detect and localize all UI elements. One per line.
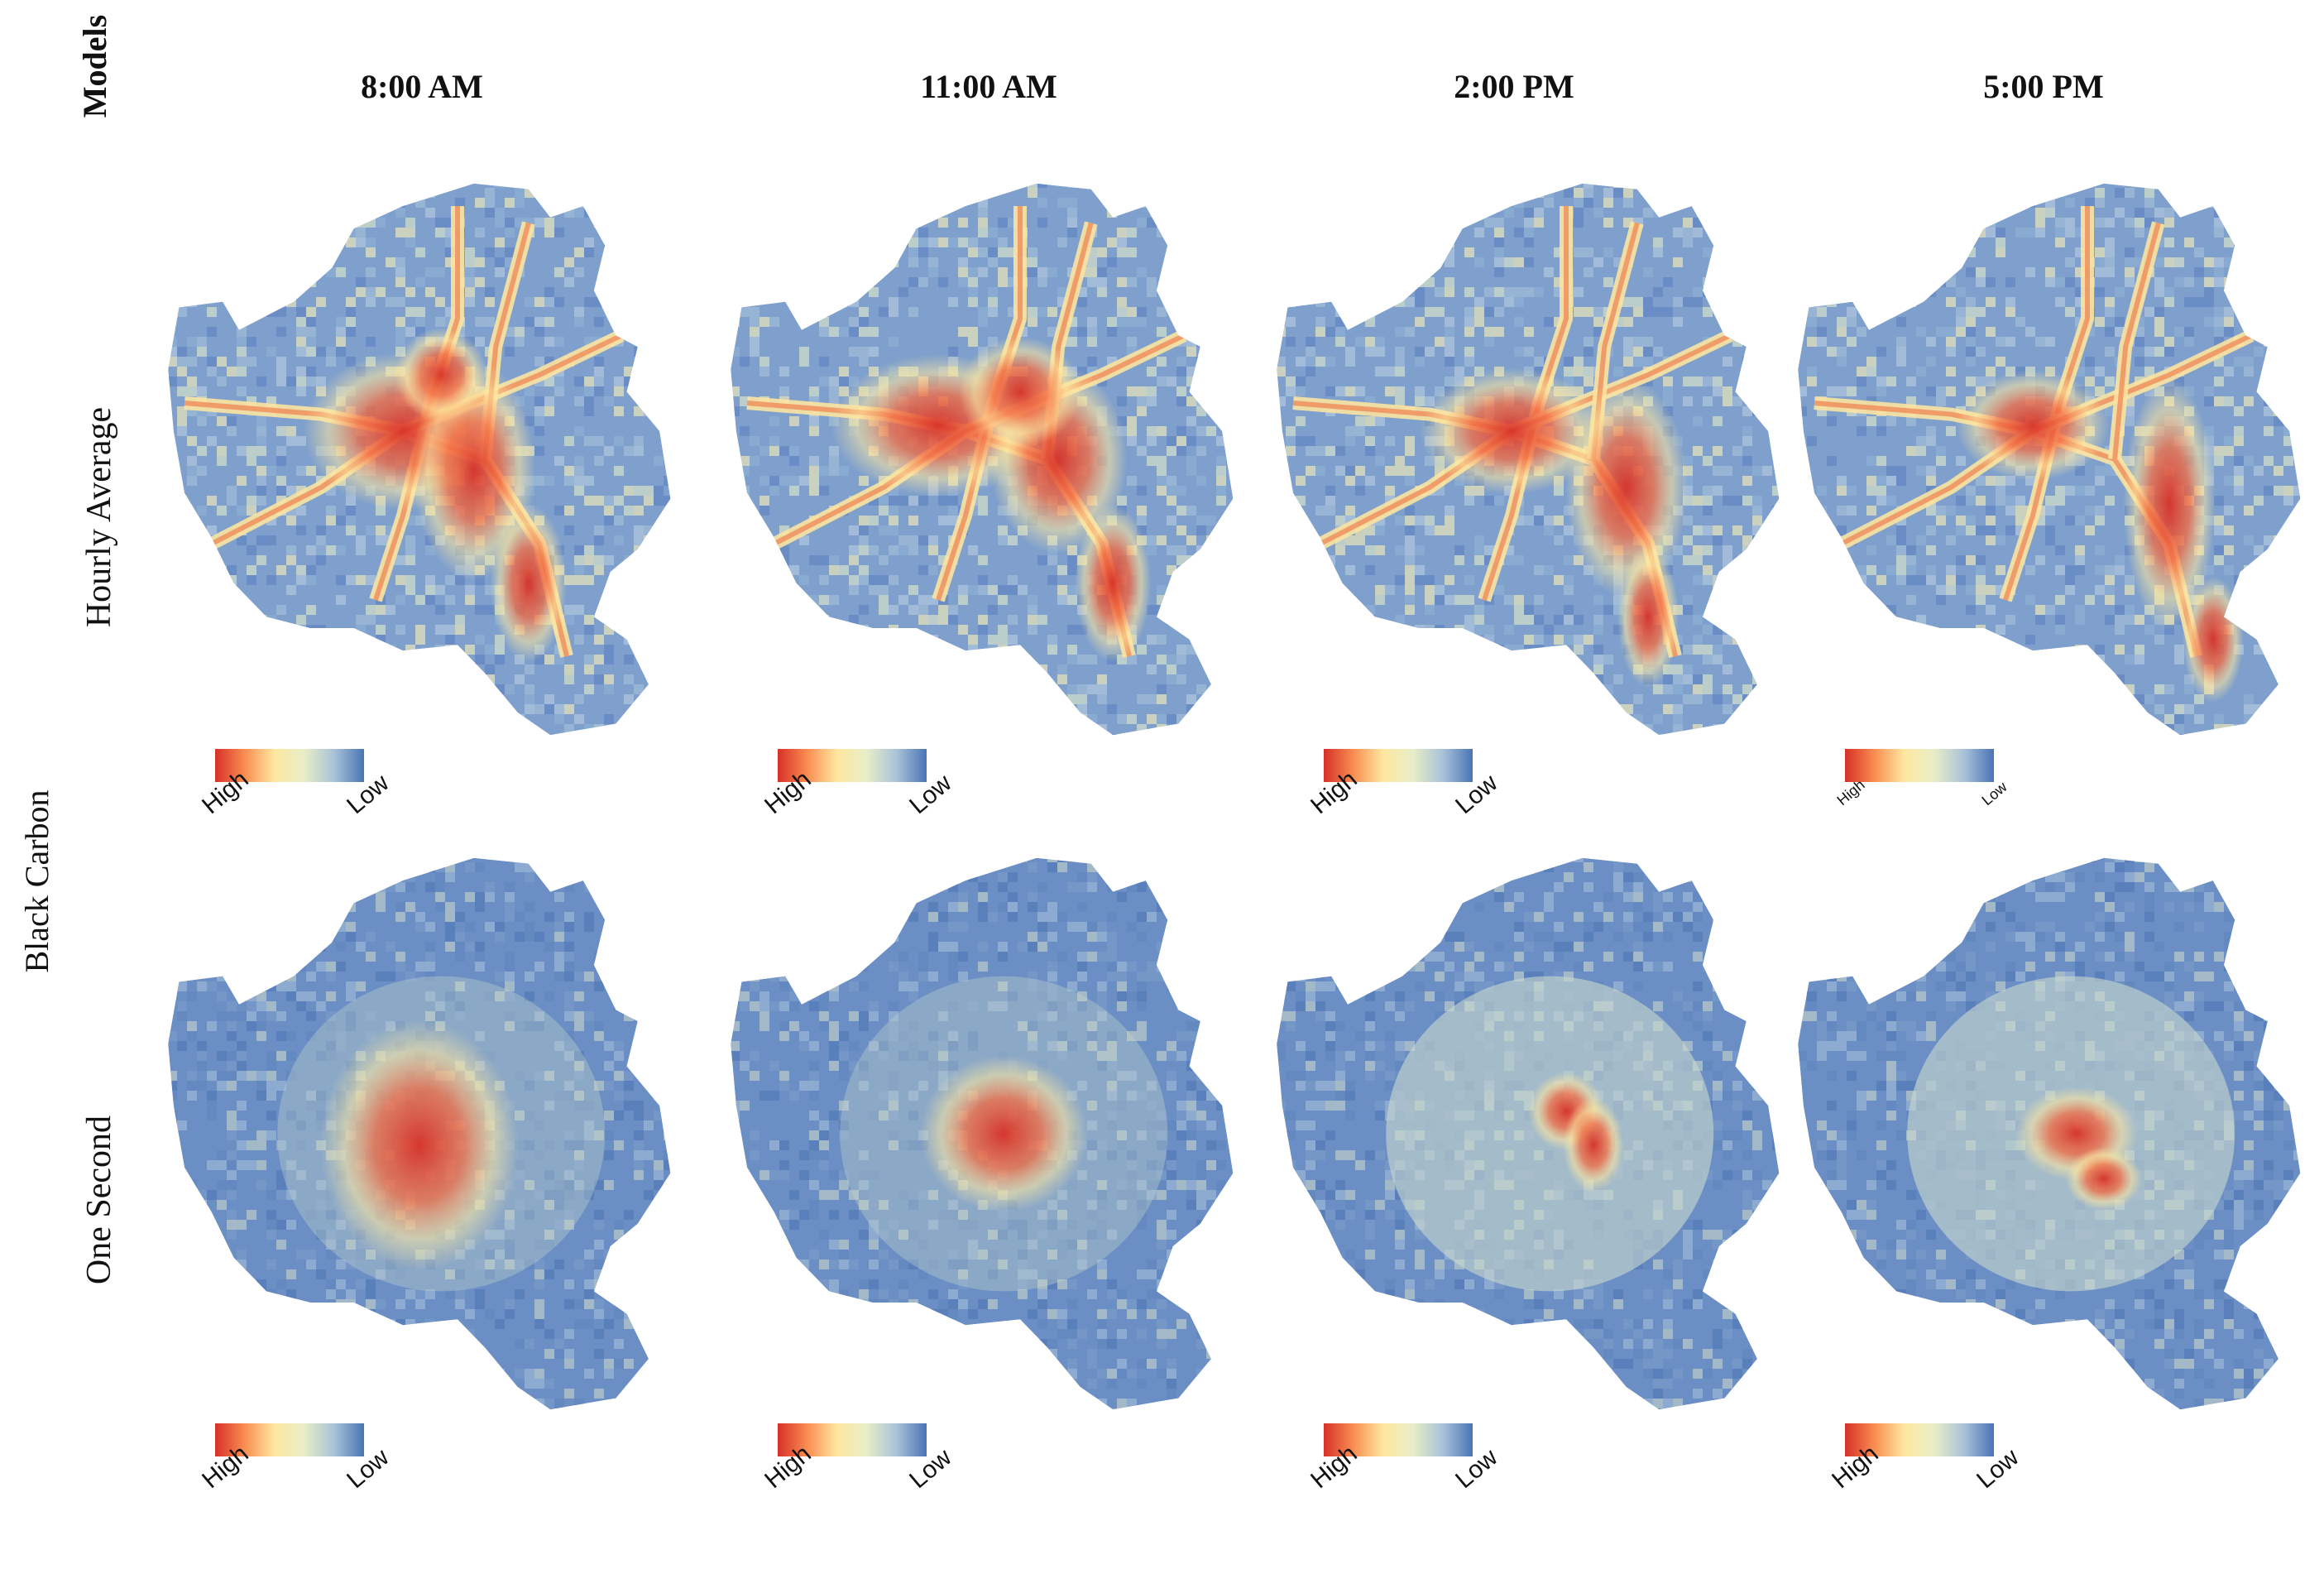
hotspot [490,504,567,662]
hotspot [2123,378,2216,631]
hotspot [2182,576,2244,703]
hotspot [1563,1097,1624,1192]
heatmap-svg [731,857,1234,1410]
hotspot [959,336,1081,448]
column-title-2pm: 2:00 PM [1454,68,1574,105]
heatmap-svg [168,857,671,1410]
heatmap-svg [1798,183,2301,736]
map-panel-one-second-2: High Low [720,852,1266,1523]
hotspot [2065,1147,2142,1211]
legend-gradient-bar [778,749,927,782]
map-panel-one-second-3: High Low [1266,852,1812,1523]
legend-gradient-bar [1845,1423,1994,1456]
hotspot [1565,377,1688,598]
column-title-11am: 11:00 AM [920,68,1057,105]
row-label-hourly-average: Hourly Average [80,406,118,628]
hotspot [1075,504,1152,662]
heatmap-svg [168,183,671,736]
map-panel-hourly-1: High Low [157,178,703,848]
map-panel-hourly-4: High Low [1787,178,2324,848]
heatmap-svg [1277,857,1780,1410]
legend-gradient-bar [1845,749,1994,782]
pollutant-label: Black Carbon [18,789,55,973]
legend-gradient-bar [1324,1423,1473,1456]
heatmap-svg [731,183,1234,736]
road-corridor [2112,222,2161,460]
heatmap-svg [1277,183,1780,736]
map-panel-one-second-1: High Low [157,852,703,1523]
hotspot [1420,367,1603,495]
legend-gradient-bar [215,749,364,782]
map-panel-hourly-3: High Low [1266,178,1812,848]
map-panel-one-second-4: High Low [1787,852,2324,1523]
legend-gradient-bar [215,1423,364,1456]
hotspot [395,327,487,423]
heatmap-svg [1798,857,2301,1410]
column-title-5pm: 5:00 PM [1983,68,2104,105]
hotspot [1956,370,2110,481]
hotspot [919,1054,1088,1213]
map-panel-hourly-2: High Low [720,178,1266,848]
legend-gradient-bar [778,1423,927,1456]
hotspot [319,1019,519,1271]
hotspot [1617,545,1679,689]
legend-gradient-bar [1324,749,1473,782]
row-label-one-second: One Second [80,1115,118,1285]
column-title-8am: 8:00 AM [361,68,483,105]
models-axis-label: Models [76,14,113,118]
